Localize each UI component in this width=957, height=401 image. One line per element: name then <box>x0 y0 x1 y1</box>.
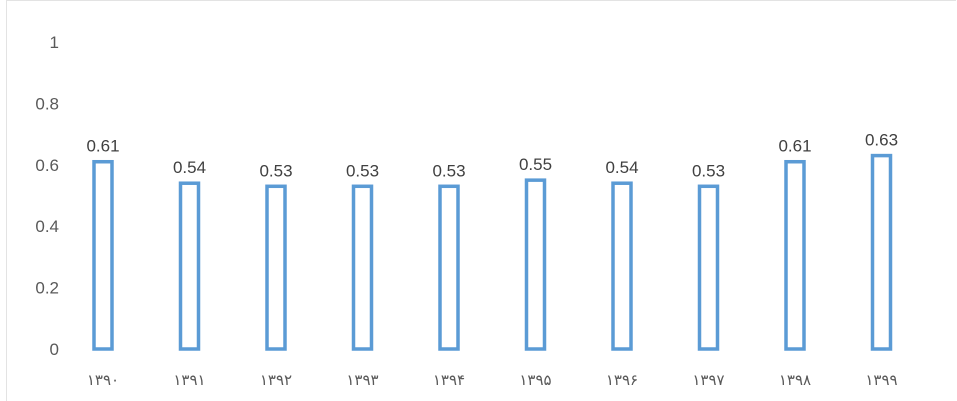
x-category-label: ۱۳۹۲ <box>260 371 292 389</box>
y-tick-label: 0.4 <box>35 217 59 236</box>
x-category-label: ۱۳۹۰ <box>87 371 119 389</box>
x-category-label: ۱۳۹۳ <box>346 371 378 389</box>
bar <box>438 184 460 351</box>
data-label: 0.63 <box>865 131 898 150</box>
bar <box>870 153 893 351</box>
bar <box>178 181 201 351</box>
y-axis-ticks: 0 0.2 0.4 0.6 0.8 1 <box>35 33 59 359</box>
data-label: 0.54 <box>605 158 638 177</box>
y-tick-label: 1 <box>50 33 59 52</box>
y-tick-label: 0.8 <box>35 94 59 113</box>
chart-frame <box>6 0 956 401</box>
bar <box>92 159 114 351</box>
y-tick-label: 0 <box>50 340 59 359</box>
bar <box>524 178 547 351</box>
bar <box>697 184 720 351</box>
y-tick-label: 0.2 <box>35 279 59 298</box>
data-label: 0.55 <box>519 155 552 174</box>
bar <box>784 159 806 351</box>
x-category-label: ۱۳۹۵ <box>519 371 551 389</box>
data-label: 0.53 <box>259 161 292 180</box>
x-category-label: ۱۳۹۸ <box>779 371 811 389</box>
data-label: 0.54 <box>173 158 206 177</box>
bars-group <box>92 153 893 351</box>
bar <box>611 181 633 351</box>
x-category-label: ۱۳۹۷ <box>692 371 724 389</box>
x-category-label: ۱۳۹۹ <box>865 371 897 389</box>
x-category-label: ۱۳۹۴ <box>433 371 465 389</box>
bar <box>351 184 374 351</box>
x-category-label: ۱۳۹۱ <box>173 371 205 389</box>
data-label: 0.53 <box>432 161 465 180</box>
bar <box>265 184 287 351</box>
data-label: 0.53 <box>692 161 725 180</box>
data-label: 0.61 <box>86 137 119 156</box>
x-axis-labels: ۱۳۹۰ ۱۳۹۱ ۱۳۹۲ ۱۳۹۳ ۱۳۹۴ ۱۳۹۵ ۱۳۹۶ ۱۳۹۷ ۱۳۹۸ ۱۳۹۹ <box>87 371 898 389</box>
data-label: 0.53 <box>346 161 379 180</box>
y-tick-label: 0.6 <box>35 156 59 175</box>
data-label: 0.61 <box>778 137 811 156</box>
data-labels-group: 0.61 0.54 0.53 0.53 0.53 0.55 0.54 0.53 0.61 0.63 <box>86 131 898 181</box>
x-category-label: ۱۳۹۶ <box>606 371 638 389</box>
